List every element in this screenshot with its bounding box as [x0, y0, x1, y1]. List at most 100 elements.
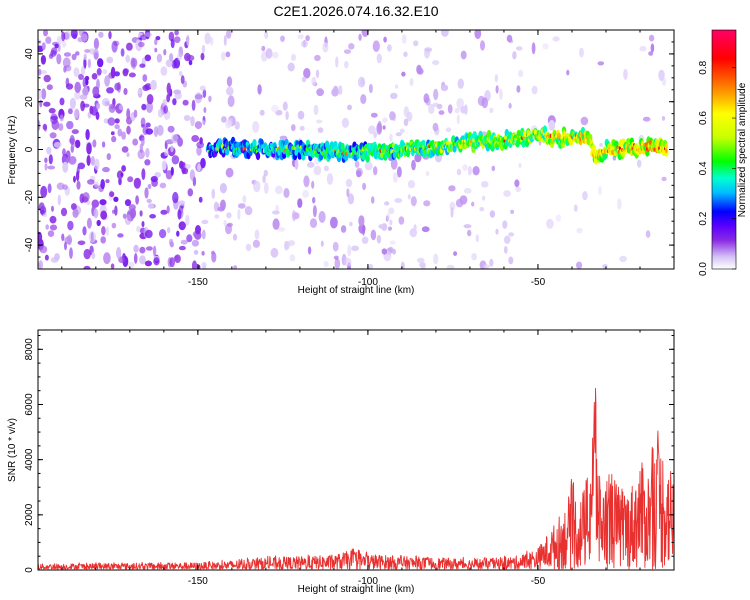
spectrogram-cell: [46, 84, 53, 91]
spectrogram-cell: [68, 156, 77, 165]
spectrogram-cell: [272, 51, 279, 59]
spectrogram-cell: [456, 114, 460, 125]
spectrogram-cell: [389, 111, 396, 121]
spectrogram-cell: [316, 88, 324, 97]
snr-y-label: SNR (10 * v/v): [7, 418, 18, 482]
spectrogram-ridge-cell: [361, 152, 367, 161]
spectrogram-cell: [111, 40, 118, 53]
spectrogram-cell: [112, 209, 115, 214]
spectrogram-cell: [467, 165, 472, 176]
spectrogram-cell: [117, 128, 123, 137]
spectrogram-cell: [315, 69, 320, 78]
spectrogram-cell: [489, 107, 494, 114]
spectrogram-cell: [201, 219, 209, 225]
spectrogram-cell: [63, 52, 72, 57]
spectrogram-cell: [153, 257, 160, 266]
spectrogram-cell: [400, 261, 405, 269]
spectrogram-cell: [157, 108, 164, 118]
spectrogram-cell: [123, 88, 128, 95]
spectrogram-cell: [454, 107, 460, 114]
spectrogram-ridge-cell: [344, 151, 348, 156]
y-tick-label: 2000: [24, 503, 35, 526]
spectrogram-ridge-cell: [243, 146, 247, 151]
spectrogram-cell: [338, 85, 343, 95]
spectrogram-cell: [172, 191, 179, 204]
spectrogram-cell: [74, 139, 81, 149]
spectrogram-cell: [619, 255, 627, 263]
spectrogram-cell: [482, 195, 486, 201]
spectrogram-ridge-cell: [365, 154, 370, 163]
spectrogram-cell: [474, 30, 482, 40]
colorbar-tick-label: 0.6: [698, 111, 709, 125]
spectrogram-cell: [118, 104, 124, 111]
spectrogram-cell: [195, 225, 201, 235]
spectrogram-cell: [43, 30, 48, 37]
spectrogram-cell: [483, 264, 490, 269]
spectrogram-cell: [50, 115, 58, 120]
spectrogram-cell: [70, 30, 78, 39]
spectrogram-cell: [169, 238, 174, 246]
spectrogram-cell: [90, 156, 95, 166]
spectrogram-cell: [60, 207, 68, 217]
spectrogram-ridge-cell: [255, 152, 261, 161]
spectrogram-cell: [512, 51, 517, 60]
spectrogram-cell: [100, 236, 106, 244]
spectrogram-cell: [150, 176, 158, 183]
spectrogram-cell: [154, 172, 162, 178]
spectrogram-cell: [383, 36, 387, 43]
spectrogram-cell: [182, 167, 189, 175]
spectrogram-cell: [121, 165, 126, 172]
spectrogram-cell: [362, 182, 367, 191]
spectrogram-cell: [186, 34, 190, 47]
spectrogram-cell: [323, 165, 329, 172]
spectrogram-cell: [137, 89, 142, 95]
spectrogram-cell: [96, 68, 102, 76]
spectrogram-cell: [93, 208, 99, 219]
spectrogram-ridge-cell: [621, 151, 626, 158]
spectrogram-cell: [347, 104, 352, 111]
spectrogram-cell: [305, 35, 310, 42]
spectrogram-cell: [113, 196, 119, 202]
spectrogram-ridge-cell: [590, 140, 593, 145]
spectrogram-cell: [66, 120, 74, 130]
spectrogram-cell: [178, 71, 183, 76]
spectrogram-cell: [480, 40, 485, 51]
spectrogram-cell: [354, 160, 360, 168]
spectrogram-cell: [211, 251, 217, 263]
spectrogram-cell: [106, 56, 114, 64]
spectrogram-cell: [417, 257, 425, 264]
spectrogram-cell: [242, 195, 247, 204]
spectrogram-cell: [301, 40, 308, 48]
spectrogram-cell: [658, 69, 665, 82]
spectrogram-cell: [82, 87, 89, 97]
spectrogram-cell: [489, 210, 496, 218]
spectrogram-cell: [499, 88, 503, 100]
spectrogram-cell: [174, 30, 179, 36]
spectrogram-cell: [648, 51, 654, 56]
spectrogram-cell: [94, 158, 100, 171]
spectrogram-cell: [272, 218, 280, 230]
spectrogram-cell: [388, 207, 395, 215]
spectrogram-cell: [144, 260, 152, 267]
spectrogram-cell: [576, 261, 583, 269]
spectrogram-cell: [271, 104, 279, 113]
spectrogram-cell: [299, 125, 305, 131]
spectrogram-cell: [332, 241, 339, 252]
spectrogram-cell: [48, 154, 53, 165]
spectrogram-cell: [395, 132, 402, 137]
spectrogram-cell: [446, 264, 455, 269]
spectrogram-cell: [145, 147, 150, 158]
spectrogram-cell: [378, 224, 385, 229]
spectrogram-cell: [424, 47, 433, 52]
spectrogram-cell: [68, 108, 73, 115]
spectrogram-cell: [127, 261, 135, 269]
spectrogram-cell: [287, 240, 296, 246]
spectrogram-cell: [88, 231, 97, 243]
spectrogram-cell: [364, 161, 373, 171]
spectrogram-cell: [285, 111, 289, 120]
spectrogram-cell: [390, 158, 398, 170]
x-tick-label: -50: [531, 576, 546, 587]
spectrogram-cell: [648, 34, 655, 42]
spectrogram-cell: [351, 245, 359, 252]
spectrogram-cell: [166, 227, 171, 234]
